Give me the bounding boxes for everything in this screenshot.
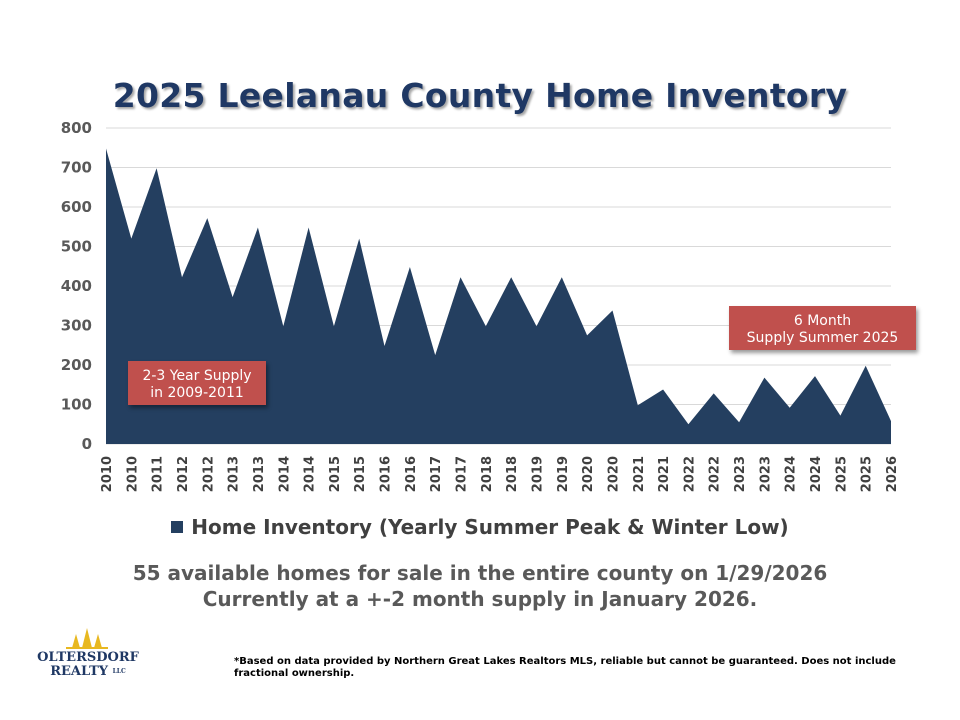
logo-wordmark: OLTERSDORF REALTY LLC: [36, 651, 140, 679]
inventory-area: [106, 148, 891, 444]
chart-title: 2025 Leelanau County Home Inventory: [112, 76, 848, 115]
summary-line-2: Currently at a +-2 month supply in Janua…: [202, 587, 758, 611]
x-tick-label: 2026: [885, 456, 900, 492]
callout-2009-supply: 2-3 Year Supply in 2009-2011: [128, 361, 266, 405]
x-tick-label: 2013: [227, 456, 242, 492]
oltersdorf-logo: [66, 628, 108, 649]
callout-2009-line1: 2-3 Year Supply: [142, 368, 252, 384]
x-tick-label: 2023: [733, 456, 748, 492]
x-tick-label: 2023: [758, 456, 773, 492]
x-tick-label: 2017: [429, 456, 444, 492]
x-tick-label: 2012: [201, 456, 216, 492]
logo-line-2: REALTY LLC: [36, 665, 140, 679]
x-tick-label: 2015: [328, 456, 343, 492]
x-tick-label: 2016: [404, 456, 419, 492]
callout-2025-line2: Supply Summer 2025: [746, 330, 899, 346]
x-tick-label: 2021: [657, 456, 672, 492]
x-tick-label: 2022: [708, 456, 723, 492]
callout-2025-line1: 6 Month: [793, 313, 852, 329]
chart-legend: Home Inventory (Yearly Summer Peak & Win…: [0, 515, 960, 539]
summary-line-1: 55 available homes for sale in the entir…: [132, 561, 828, 585]
x-tick-label: 2013: [252, 456, 267, 492]
logo-line-2-text: REALTY: [50, 664, 109, 679]
y-tick-label: 400: [61, 277, 92, 295]
legend-swatch: [171, 521, 184, 533]
x-tick-label: 2024: [784, 456, 799, 492]
y-tick-label: 200: [61, 356, 92, 374]
y-tick-label: 600: [61, 198, 92, 216]
x-tick-label: 2021: [632, 456, 647, 492]
x-tick-label: 2022: [682, 456, 697, 492]
logo-llc: LLC: [112, 668, 126, 675]
summary-text: 55 available homes for sale in the entir…: [0, 560, 960, 612]
y-tick-label: 700: [61, 159, 92, 177]
x-tick-label: 2019: [556, 456, 571, 492]
x-tick-label: 2012: [176, 456, 191, 492]
x-tick-label: 2024: [809, 456, 824, 492]
x-tick-label: 2020: [607, 456, 622, 492]
y-tick-label: 100: [61, 396, 92, 414]
x-tick-label: 2025: [860, 456, 875, 492]
x-tick-label: 2020: [581, 456, 596, 492]
callout-2009-line2: in 2009-2011: [150, 385, 244, 401]
x-axis-ticks: 2010 2010 2011 2012 2012 2013 2013 2014 2014 2015…: [100, 456, 900, 492]
y-axis-ticks: 0 100 200 300 400 500 600 700 800: [61, 119, 92, 453]
x-tick-label: 2015: [353, 456, 368, 492]
x-tick-label: 2018: [505, 456, 520, 492]
x-tick-label: 2011: [151, 456, 166, 492]
x-tick-label: 2017: [455, 456, 470, 492]
legend-label: Home Inventory (Yearly Summer Peak & Win…: [191, 515, 789, 539]
logo-line-1: OLTERSDORF: [37, 650, 139, 665]
y-tick-label: 500: [61, 238, 92, 256]
x-tick-label: 2014: [303, 456, 318, 492]
x-tick-label: 2016: [379, 456, 394, 492]
x-tick-label: 2010: [100, 456, 115, 492]
tree-icon: [66, 628, 108, 649]
y-tick-label: 800: [61, 119, 92, 137]
x-tick-label: 2014: [277, 456, 292, 492]
y-tick-label: 300: [61, 317, 92, 335]
x-tick-label: 2018: [480, 456, 495, 492]
footnote: *Based on data provided by Northern Grea…: [234, 656, 896, 679]
callout-2025-supply: 6 Month Supply Summer 2025: [729, 306, 916, 350]
x-tick-label: 2019: [531, 456, 546, 492]
y-tick-label: 0: [82, 435, 92, 453]
x-tick-label: 2025: [834, 456, 849, 492]
x-tick-label: 2010: [125, 456, 140, 492]
